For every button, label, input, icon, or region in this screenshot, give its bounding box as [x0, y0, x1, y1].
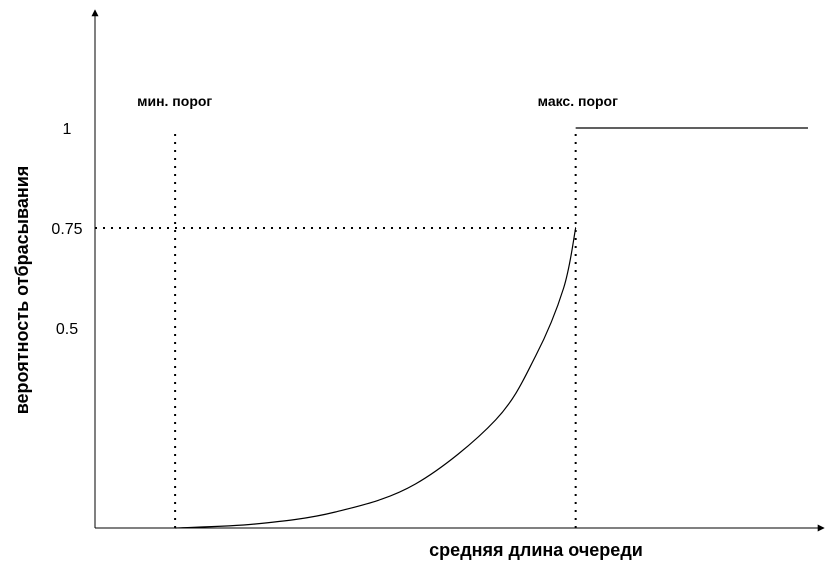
threshold-label-min: мин. порог: [137, 93, 212, 109]
y-tick-label-3: 0.5: [56, 321, 78, 338]
x-axis-title: средняя длина очереди: [429, 540, 643, 560]
y-tick-label-2: 0.75: [51, 221, 82, 238]
y-axis-title: вероятность отбрасывания: [12, 166, 32, 415]
y-tick-label-1: 1: [63, 121, 72, 138]
threshold-label-max: макс. порог: [538, 93, 618, 109]
series-line-1: [175, 227, 577, 529]
